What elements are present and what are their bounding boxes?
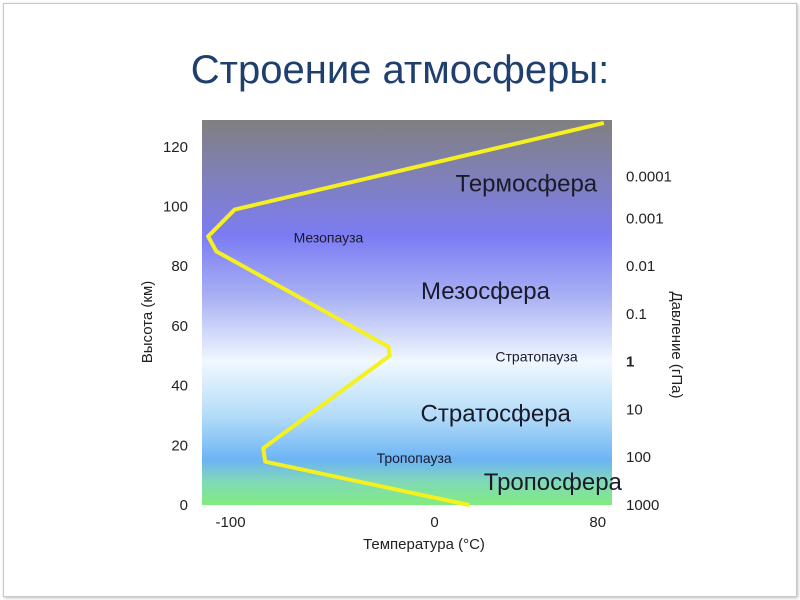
slide-title: Строение атмосферы:	[190, 48, 610, 92]
slide-frame	[3, 3, 797, 597]
y2-tick-label: 1	[626, 354, 634, 371]
y2-tick-label: 10	[626, 401, 643, 418]
y-tick-label: 100	[163, 199, 188, 216]
x-tick-label: -100	[216, 514, 246, 531]
layer-label: Стратосфера	[421, 400, 572, 427]
y-axis-label: Высота (км)	[139, 281, 156, 364]
layer-label: Мезосфера	[421, 278, 551, 305]
y2-tick-label: 0.0001	[626, 169, 672, 186]
y2-tick-label: 1000	[626, 497, 659, 514]
x-axis-label: Температура (°C)	[363, 536, 485, 553]
x-tick-label: 0	[430, 514, 438, 531]
y2-tick-label: 0.01	[626, 258, 655, 275]
y-tick-label: 120	[163, 139, 188, 156]
y2-axis-label: Давление (гПа)	[668, 292, 685, 399]
y-tick-label: 60	[171, 318, 188, 335]
layer-label: Тропопауза	[377, 450, 452, 466]
temperature-line	[206, 121, 605, 507]
y2-tick-label: 0.1	[626, 306, 647, 323]
y-tick-label: 80	[171, 258, 188, 275]
layer-label: Стратопауза	[495, 349, 577, 365]
y-tick-label: 40	[171, 378, 188, 395]
y-tick-label: 0	[180, 497, 188, 514]
layer-label: Тропосфера	[484, 469, 623, 496]
y2-tick-label: 100	[626, 449, 651, 466]
y-tick-label: 20	[171, 437, 188, 454]
layer-label: Термосфера	[456, 171, 598, 198]
x-tick-label: 80	[589, 514, 606, 531]
y2-tick-label: 0.001	[626, 210, 664, 227]
layer-label: Мезопауза	[294, 229, 364, 245]
